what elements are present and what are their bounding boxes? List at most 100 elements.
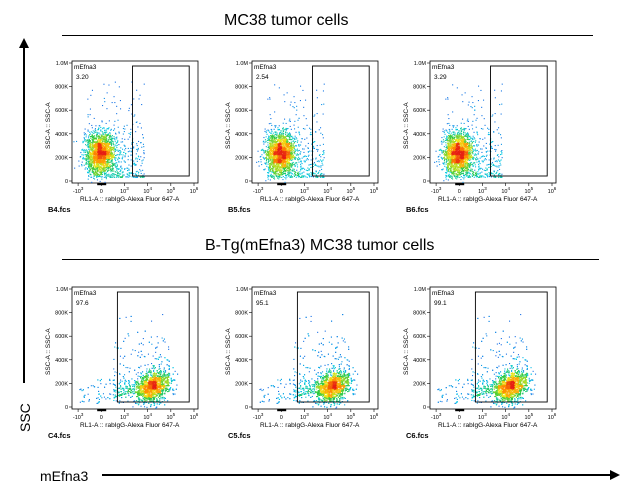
event-point bbox=[118, 161, 120, 163]
event-point bbox=[111, 156, 113, 158]
event-point bbox=[269, 153, 271, 155]
event-point bbox=[282, 132, 284, 134]
event-point bbox=[94, 153, 96, 155]
event-point bbox=[320, 127, 322, 129]
event-point bbox=[271, 163, 273, 165]
event-point bbox=[89, 134, 91, 136]
event-point bbox=[95, 156, 97, 158]
event-point bbox=[269, 142, 271, 144]
event-point bbox=[280, 172, 282, 174]
event-point bbox=[91, 148, 93, 150]
event-point bbox=[307, 155, 309, 157]
event-point bbox=[86, 150, 88, 152]
event-point bbox=[127, 170, 129, 172]
event-point bbox=[279, 163, 281, 165]
event-point bbox=[282, 147, 284, 149]
event-point bbox=[291, 164, 293, 166]
event-point bbox=[263, 137, 265, 139]
event-point bbox=[278, 165, 280, 167]
event-point bbox=[283, 136, 285, 138]
event-point bbox=[102, 134, 104, 136]
event-point bbox=[268, 151, 270, 153]
event-point bbox=[295, 154, 297, 156]
event-point bbox=[285, 167, 287, 169]
event-point bbox=[98, 138, 100, 140]
event-point bbox=[290, 150, 292, 152]
event-point bbox=[323, 157, 325, 159]
event-point bbox=[106, 141, 108, 143]
event-point bbox=[272, 157, 274, 159]
event-point bbox=[88, 167, 90, 169]
event-point bbox=[321, 168, 323, 170]
event-point bbox=[88, 175, 90, 177]
event-point bbox=[97, 171, 99, 173]
event-point bbox=[466, 168, 468, 170]
event-point bbox=[106, 144, 108, 146]
event-point bbox=[118, 144, 120, 146]
event-point bbox=[278, 153, 280, 155]
event-point bbox=[135, 157, 137, 159]
event-point bbox=[92, 156, 94, 158]
event-point bbox=[88, 157, 90, 159]
event-point bbox=[96, 148, 98, 150]
event-point bbox=[276, 153, 278, 155]
event-point bbox=[263, 140, 265, 142]
event-point bbox=[89, 145, 91, 147]
event-point bbox=[283, 146, 285, 148]
event-point bbox=[97, 147, 99, 149]
event-point bbox=[269, 145, 271, 147]
event-point bbox=[273, 173, 275, 175]
event-point bbox=[267, 172, 269, 174]
event-point bbox=[101, 121, 103, 123]
event-point bbox=[287, 153, 289, 155]
event-point bbox=[137, 149, 139, 151]
event-point bbox=[300, 176, 302, 178]
event-point bbox=[286, 176, 288, 178]
event-point bbox=[102, 166, 104, 168]
event-point bbox=[278, 161, 280, 163]
event-point bbox=[96, 143, 98, 145]
event-point bbox=[281, 164, 283, 166]
event-point bbox=[289, 137, 291, 139]
event-point bbox=[323, 176, 325, 178]
event-point bbox=[78, 165, 80, 167]
event-point bbox=[269, 154, 271, 156]
event-point bbox=[268, 147, 270, 149]
event-point bbox=[275, 157, 277, 159]
event-point bbox=[284, 145, 286, 147]
event-point bbox=[94, 135, 96, 137]
event-point bbox=[93, 152, 95, 154]
event-point bbox=[97, 155, 99, 157]
event-point bbox=[286, 134, 288, 136]
event-point bbox=[275, 142, 277, 144]
event-point bbox=[468, 164, 470, 166]
event-point bbox=[141, 176, 143, 178]
event-point bbox=[95, 175, 97, 177]
event-point bbox=[112, 167, 114, 169]
event-point bbox=[104, 170, 106, 172]
event-point bbox=[282, 160, 284, 162]
event-point bbox=[107, 145, 109, 147]
event-point bbox=[114, 150, 116, 152]
event-point bbox=[312, 166, 314, 168]
event-point bbox=[287, 141, 289, 143]
event-point bbox=[276, 170, 278, 172]
event-point bbox=[106, 139, 108, 141]
event-point bbox=[95, 168, 97, 170]
event-point bbox=[122, 154, 124, 156]
event-point bbox=[120, 154, 122, 156]
event-point bbox=[267, 163, 269, 165]
event-point bbox=[294, 150, 296, 152]
event-point bbox=[291, 156, 293, 158]
event-point bbox=[293, 146, 295, 148]
event-point bbox=[313, 163, 315, 165]
event-point bbox=[110, 161, 112, 163]
event-point bbox=[300, 161, 302, 163]
event-point bbox=[276, 161, 278, 163]
event-point bbox=[285, 136, 287, 138]
event-point bbox=[272, 132, 274, 134]
event-point bbox=[100, 135, 102, 137]
event-point bbox=[100, 145, 102, 147]
event-point bbox=[307, 142, 309, 144]
event-point bbox=[291, 164, 293, 166]
